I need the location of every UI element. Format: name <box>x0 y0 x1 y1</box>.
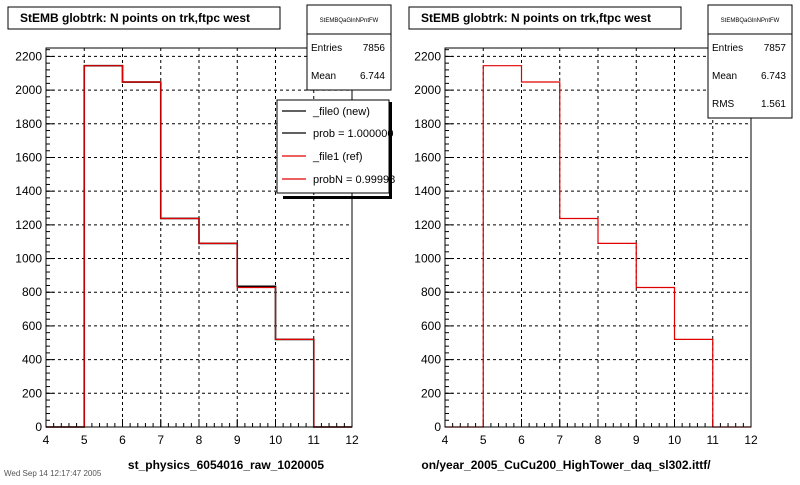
stats-rms-value: 1.561 <box>761 99 786 110</box>
y-tick-label: 2200 <box>414 49 441 63</box>
stats-name: StEMBQaGlnNPntFW <box>320 18 379 24</box>
x-tick-label: 4 <box>43 433 50 447</box>
y-tick-label: 1600 <box>414 150 441 164</box>
stats-mean-label: Mean <box>712 71 737 82</box>
stats-entries-value: 7857 <box>764 43 787 54</box>
x-tick-label: 9 <box>234 433 241 447</box>
y-tick-label: 2000 <box>414 83 441 97</box>
stats-rms-label: RMS <box>712 99 735 110</box>
x-tick-label: 5 <box>480 433 487 447</box>
legend-label-prob: prob = 1.000000 <box>313 128 393 140</box>
stats-mean-label: Mean <box>311 71 336 82</box>
y-tick-label: 0 <box>434 420 441 434</box>
y-tick-label: 0 <box>35 420 42 434</box>
y-tick-label: 1400 <box>414 184 441 198</box>
histogram-series--file1-ref- <box>445 65 751 428</box>
y-tick-label: 400 <box>421 353 441 367</box>
stats-entries-value: 7856 <box>363 43 386 54</box>
x-tick-label: 11 <box>707 433 720 447</box>
y-tick-label: 1400 <box>15 184 42 198</box>
stats-entries-label: Entries <box>311 43 342 54</box>
footer-timestamp: Wed Sep 14 12:17:47 2005 <box>4 469 102 478</box>
plot-frame <box>444 47 752 428</box>
y-tick-label: 1200 <box>15 218 42 232</box>
y-tick-label: 1200 <box>414 218 441 232</box>
title-box <box>7 6 281 30</box>
x-tick-label: 4 <box>442 433 449 447</box>
y-tick-label: 800 <box>22 285 42 299</box>
x-tick-label: 10 <box>269 433 283 447</box>
x-axis-label: on/year_2005_CuCu200_HighTower_daq_sl302… <box>421 458 711 472</box>
stats-name: StEMBQaGlnNPntFW <box>721 18 780 24</box>
legend-label-new: _file0 (new) <box>312 106 370 118</box>
x-tick-label: 8 <box>595 433 602 447</box>
x-tick-label: 12 <box>744 433 758 447</box>
y-tick-label: 2200 <box>15 49 42 63</box>
y-tick-label: 800 <box>421 285 441 299</box>
x-tick-label: 5 <box>81 433 88 447</box>
y-tick-label: 1600 <box>15 150 42 164</box>
legend-label-ref: _file1 (ref) <box>312 151 363 163</box>
x-tick-label: 11 <box>308 433 321 447</box>
x-tick-label: 12 <box>345 433 359 447</box>
chart-title: StEMB globtrk: N points on trk,ftpc west <box>421 11 651 25</box>
x-tick-label: 8 <box>196 433 203 447</box>
y-tick-label: 400 <box>22 353 42 367</box>
x-tick-label: 7 <box>157 433 164 447</box>
y-tick-label: 600 <box>22 319 42 333</box>
y-tick-label: 200 <box>421 386 441 400</box>
x-tick-label: 6 <box>518 433 525 447</box>
y-tick-label: 1800 <box>414 117 441 131</box>
right-histogram-panel: StEMB globtrk: N points on trk,ftpc west… <box>408 4 793 472</box>
chart-title: StEMB globtrk: N points on trk,ftpc west <box>20 11 250 25</box>
y-tick-label: 600 <box>421 319 441 333</box>
x-tick-label: 7 <box>556 433 563 447</box>
left-histogram-panel: StEMB globtrk: N points on trk,ftpc west… <box>7 4 395 472</box>
stats-mean-value: 6.744 <box>360 71 385 82</box>
stats-entries-label: Entries <box>712 43 743 54</box>
stats-mean-value: 6.743 <box>761 71 786 82</box>
y-tick-label: 1000 <box>15 252 42 266</box>
y-tick-label: 1000 <box>414 252 441 266</box>
x-tick-label: 10 <box>668 433 682 447</box>
y-tick-label: 200 <box>22 386 42 400</box>
x-tick-label: 9 <box>633 433 640 447</box>
legend-label-probn: probN = 0.99998 <box>313 174 395 186</box>
y-tick-label: 1800 <box>15 117 42 131</box>
y-tick-label: 2000 <box>15 83 42 97</box>
histogram-series--file1-ref- <box>46 65 352 428</box>
legend: _file0 (new) prob = 1.000000 _file1 (ref… <box>276 99 395 199</box>
plot-frame <box>45 47 353 428</box>
stats-box: StEMBQaGlnNPntFW Entries 7856 Mean 6.744 <box>306 4 392 91</box>
x-axis-label: st_physics_6054016_raw_1020005 <box>128 458 324 472</box>
title-box <box>408 6 682 30</box>
stats-box: StEMBQaGlnNPntFW Entries 7857 Mean 6.743… <box>707 4 793 119</box>
x-tick-label: 6 <box>119 433 126 447</box>
plot-area: 4 5 6 7 8 9 10 11 12 0 200 400 600 800 1000 1200 1400 160… <box>414 47 758 447</box>
